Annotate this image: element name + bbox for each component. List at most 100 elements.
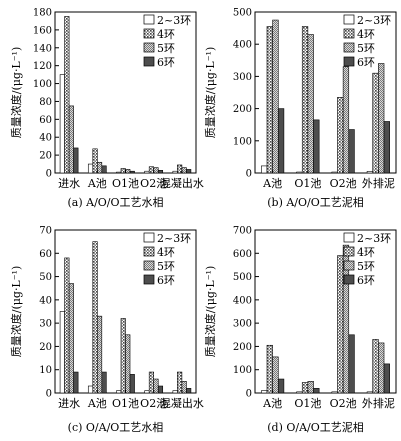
bar xyxy=(129,374,135,394)
legend-swatch xyxy=(343,260,355,271)
legend-label: 4环 xyxy=(157,246,175,259)
bar xyxy=(331,391,338,394)
y-tick-label: 20 xyxy=(39,151,52,162)
bar xyxy=(129,170,135,174)
legend-swatch xyxy=(343,14,355,25)
panel-caption: (d) O/A/O工艺泥相 xyxy=(267,421,364,434)
y-tick-label: 200 xyxy=(233,342,252,353)
bar xyxy=(87,163,94,174)
panel-caption: (c) O/A/O工艺水相 xyxy=(68,421,164,434)
bar xyxy=(272,356,279,394)
y-tick-label: 500 xyxy=(233,8,252,19)
bar xyxy=(301,26,309,174)
bar xyxy=(73,147,79,174)
bar xyxy=(307,34,314,174)
x-tick-label: 混凝出水 xyxy=(160,176,204,190)
legend-swatch xyxy=(143,14,155,25)
bar xyxy=(348,129,355,174)
bar xyxy=(101,165,107,174)
y-tick-label: 120 xyxy=(33,61,52,72)
panel-caption: (a) A/O/O工艺水相 xyxy=(67,196,163,209)
y-tick-label: 200 xyxy=(233,104,252,115)
x-tick-label: O2池 xyxy=(330,177,357,190)
y-tick-label: 0 xyxy=(246,389,252,400)
legend-swatch xyxy=(143,42,155,53)
bar xyxy=(277,108,285,174)
legend-swatch xyxy=(343,232,355,243)
bar xyxy=(366,391,374,394)
y-tick-label: 0 xyxy=(46,389,52,400)
bar xyxy=(331,171,338,174)
legend-label: 5环 xyxy=(157,260,175,273)
y-tick-label: 180 xyxy=(33,8,52,19)
bar xyxy=(148,371,155,394)
bar xyxy=(64,16,70,174)
x-tick-label: A池 xyxy=(87,397,107,410)
bar xyxy=(313,388,320,394)
bar xyxy=(181,381,187,394)
x-tick-label: O1池 xyxy=(294,177,321,190)
bar xyxy=(172,170,178,174)
y-tick-label: 30 xyxy=(39,319,52,330)
bar xyxy=(266,26,273,174)
bar xyxy=(277,378,285,394)
bar xyxy=(144,390,150,394)
y-tick-label: 300 xyxy=(233,319,252,330)
bar xyxy=(186,169,192,174)
bar xyxy=(148,166,155,174)
bar xyxy=(372,339,379,394)
x-tick-label: 进水 xyxy=(58,397,80,410)
legend-swatch xyxy=(343,246,355,257)
plot-frame xyxy=(254,229,397,394)
bar xyxy=(153,378,159,394)
bar xyxy=(59,74,65,174)
bar xyxy=(301,382,309,394)
y-tick-label: 400 xyxy=(233,295,252,306)
legend-swatch xyxy=(143,56,155,67)
bar xyxy=(59,311,65,394)
y-tick-label: 400 xyxy=(233,40,252,51)
legend-swatch xyxy=(343,28,355,39)
legend-swatch xyxy=(143,28,155,39)
bar xyxy=(348,334,355,394)
legend-swatch xyxy=(143,232,155,243)
bar xyxy=(383,121,390,174)
legend-label: 2~3环 xyxy=(157,232,191,245)
y-tick-label: 0 xyxy=(46,169,52,180)
x-tick-label: 外排泥 xyxy=(362,396,395,410)
legend-label: 5环 xyxy=(157,42,175,55)
x-tick-label: O2池 xyxy=(140,177,167,190)
bar xyxy=(120,168,126,174)
bar xyxy=(125,169,131,174)
bar xyxy=(261,390,268,394)
bar xyxy=(87,385,94,394)
bar xyxy=(342,244,350,394)
bar xyxy=(73,371,79,394)
bar xyxy=(64,257,70,394)
bar xyxy=(372,72,379,174)
y-tick-label: 50 xyxy=(39,272,52,283)
y-tick-label: 100 xyxy=(33,79,52,90)
legend-swatch xyxy=(143,246,155,257)
y-tick-label: 20 xyxy=(39,342,52,353)
legend-label: 6环 xyxy=(157,274,175,287)
legend-label: 2~3环 xyxy=(357,232,391,245)
bar xyxy=(181,167,187,174)
bar xyxy=(383,363,390,394)
y-axis-title: 质量浓度/(μg·L⁻¹) xyxy=(9,266,23,358)
y-axis-title: 质量浓度/(μg·L⁻¹) xyxy=(9,47,23,139)
legend-label: 4环 xyxy=(357,246,375,259)
legend-swatch xyxy=(143,274,155,285)
plot-frame xyxy=(254,11,397,174)
legend-label: 6环 xyxy=(157,56,175,69)
x-tick-label: O1池 xyxy=(294,397,321,410)
panel-caption: (b) A/O/O工艺泥相 xyxy=(267,196,364,209)
bar xyxy=(177,164,183,174)
y-tick-label: 60 xyxy=(39,115,52,126)
bar xyxy=(157,385,164,394)
legend-label: 2~3环 xyxy=(157,14,191,27)
y-tick-label: 40 xyxy=(39,133,52,144)
y-tick-label: 40 xyxy=(39,295,52,306)
y-tick-label: 700 xyxy=(233,226,252,237)
